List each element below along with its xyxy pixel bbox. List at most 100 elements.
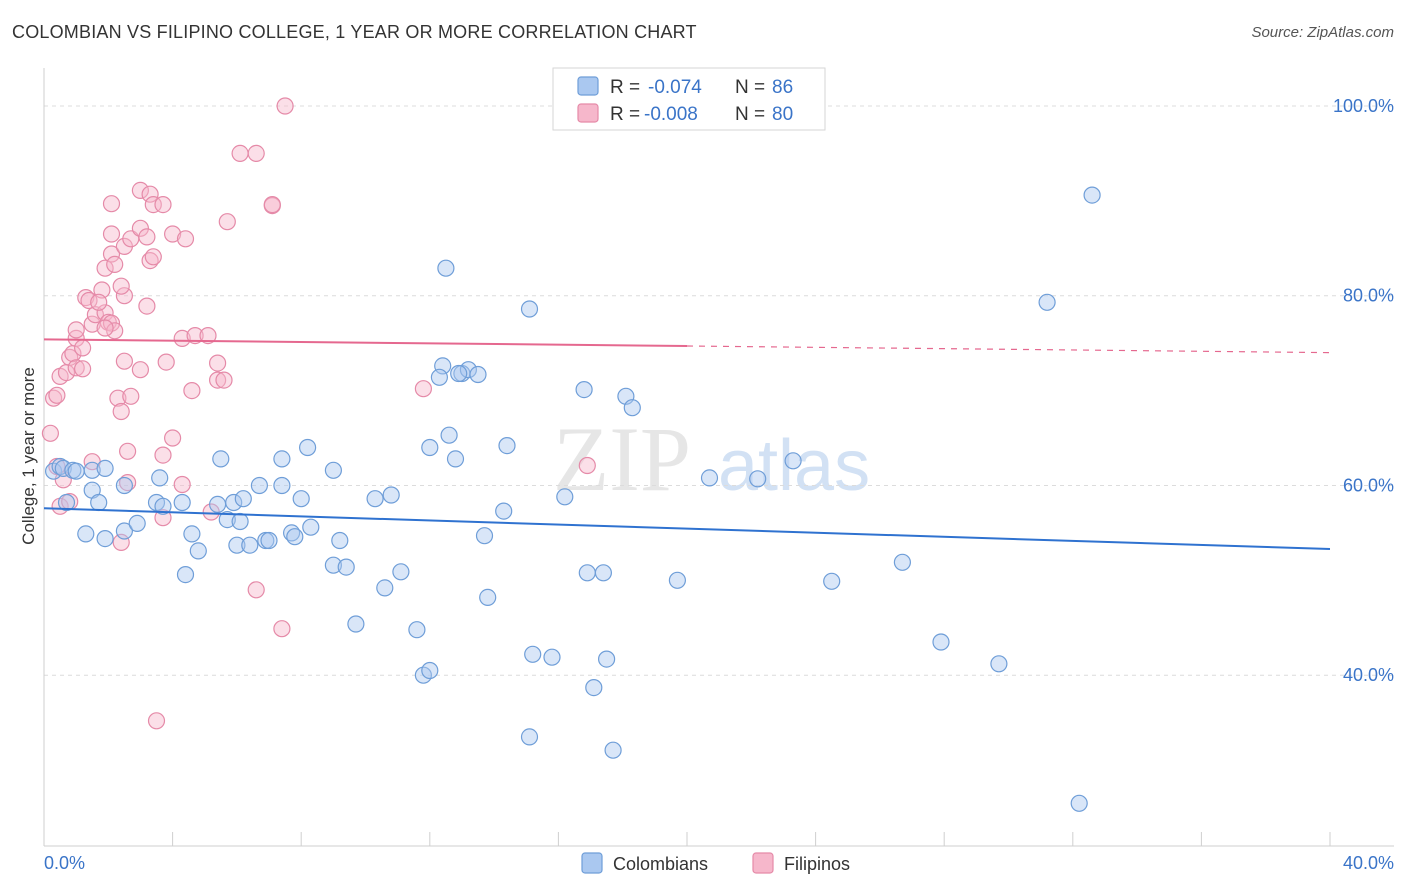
filipinos-point-69	[414, 380, 432, 398]
filipinos-point-70	[578, 456, 596, 475]
legend-bottom-label-filipinos: Filipinos	[784, 854, 850, 874]
x-tick-label-max: 40.0%	[1343, 853, 1394, 873]
colombians-point-52	[446, 450, 465, 468]
colombians-point-71	[575, 381, 593, 399]
chart-title: COLOMBIAN VS FILIPINO COLLEGE, 1 YEAR OR…	[12, 22, 697, 42]
filipinos-point-54	[109, 389, 127, 407]
colombians-point-86	[1083, 186, 1101, 204]
colombians-point-43	[337, 558, 355, 576]
legend-swatch-filipinos	[577, 103, 599, 123]
colombians-point-39	[299, 438, 317, 457]
colombians-point-4	[67, 462, 85, 480]
filipinos-point-29	[131, 181, 149, 199]
series-filipinos	[41, 97, 596, 730]
colombians-point-12	[96, 529, 114, 548]
colombians-point-83	[932, 633, 950, 651]
filipinos-point-31	[131, 219, 149, 237]
y-axis-title: College, 1 year or more	[19, 367, 38, 545]
colombians-point-88	[749, 470, 767, 488]
filipinos-point-34	[144, 248, 162, 266]
legend-n-value-filipinos: 80	[772, 104, 793, 125]
filipinos-point-14	[96, 304, 114, 322]
colombians-point-51	[421, 661, 439, 680]
colombians-point-17	[173, 493, 191, 512]
filipinos-point-22	[102, 245, 121, 263]
colombians-point-79	[623, 399, 641, 417]
filipinos-point-68	[273, 620, 291, 638]
colombians-point-20	[189, 542, 207, 560]
colombians-point-48	[392, 563, 410, 581]
colombians-point-59	[430, 368, 448, 386]
filipinos-point-53	[115, 352, 134, 370]
legend-n-label-colombians: N =	[735, 77, 765, 98]
colombians-point-60	[437, 259, 455, 277]
y-tick-labels: 40.0% 60.0% 80.0% 100.0%	[1333, 96, 1394, 685]
filipinos-point-56	[122, 387, 140, 405]
y-tick-label-100: 100.0%	[1333, 96, 1394, 116]
colombians-point-6	[83, 461, 101, 479]
colombians-point-49	[408, 621, 426, 639]
colombians-point-7	[96, 459, 114, 477]
colombians-point-53	[440, 426, 458, 444]
filipinos-point-19	[115, 287, 134, 305]
colombians-point-42	[324, 461, 342, 479]
filipinos-point-51	[276, 97, 294, 115]
colombians-point-46	[382, 486, 400, 504]
filipinos-point-17	[106, 322, 124, 340]
filipinos-point-27	[102, 225, 121, 243]
colombians-point-80	[784, 452, 802, 470]
colombians-point-66	[520, 300, 539, 318]
colombians-point-23	[218, 510, 236, 529]
colombians-point-82	[893, 553, 912, 571]
colombians-point-29	[241, 536, 259, 554]
filipinos-point-62	[164, 429, 182, 447]
colombians-point-62	[479, 588, 497, 607]
filipinos-point-32	[138, 228, 156, 246]
colombians-point-25	[228, 536, 246, 554]
colombians-point-57	[459, 361, 477, 379]
colombians-point-68	[543, 648, 561, 666]
filipinos-point-71	[147, 712, 166, 730]
watermark-zip: ZIP	[553, 408, 691, 510]
trend-line-filipinos	[43, 338, 688, 347]
filipinos-point-55	[112, 402, 130, 421]
colombians-point-85	[1038, 293, 1056, 311]
legend-bottom-swatch-filipinos	[752, 852, 774, 874]
colombians-point-75	[604, 741, 622, 759]
filipinos-point-47	[231, 144, 249, 162]
colombians-point-81	[823, 572, 841, 590]
colombians-point-44	[347, 615, 365, 633]
colombians-point-45	[366, 490, 384, 508]
filipinos-point-40	[173, 329, 191, 347]
source-credit: Source: ZipAtlas.com	[1251, 24, 1394, 41]
filipinos-point-42	[199, 327, 217, 345]
legend-bottom-label-colombians: Colombians	[613, 854, 708, 874]
trend-line-colombians	[43, 507, 1331, 551]
colombians-point-11	[77, 525, 95, 543]
x-tick-label-min: 0.0%	[44, 853, 85, 873]
filipinos-point-46	[218, 213, 236, 231]
axes	[43, 68, 1394, 847]
colombians-point-47	[376, 579, 394, 597]
filipinos-point-60	[154, 446, 172, 464]
colombians-point-35	[286, 528, 304, 546]
legend-series: Colombians Filipinos	[581, 852, 850, 874]
colombians-point-70	[556, 488, 574, 506]
colombians-point-72	[578, 564, 596, 582]
filipinos-point-39	[176, 230, 195, 248]
colombians-point-16	[154, 497, 172, 515]
filipinos-point-57	[118, 442, 137, 460]
colombians-point-84	[990, 655, 1008, 673]
colombians-point-27	[231, 512, 249, 531]
filipinos-point-21	[96, 259, 114, 277]
legend-r-value-filipinos: -0.008	[644, 104, 698, 125]
filipinos-point-45	[215, 371, 233, 389]
colombians-point-38	[273, 450, 291, 468]
legend-swatch-colombians	[577, 76, 599, 96]
x-ticks	[172, 832, 1331, 846]
colombians-point-65	[498, 437, 516, 455]
filipinos-point-20	[96, 319, 114, 337]
colombians-point-31	[260, 531, 278, 550]
